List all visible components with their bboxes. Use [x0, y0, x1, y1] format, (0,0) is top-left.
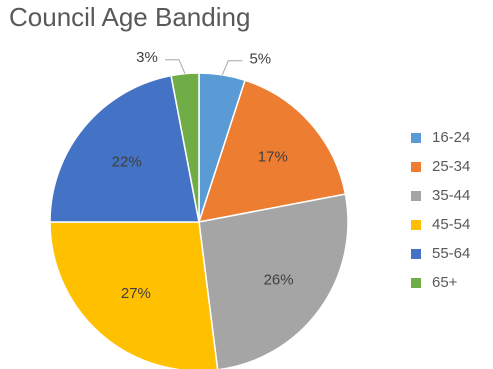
legend-swatch [411, 161, 421, 172]
leader-line-65+ [165, 59, 186, 74]
chart-title: Council Age Banding [9, 2, 251, 32]
legend-swatch [411, 248, 421, 259]
chart-legend: 16-24 25-34 35-44 45-54 55-64 65+ [411, 123, 470, 297]
legend-swatch [411, 190, 421, 201]
data-label-16-24: 5% [249, 50, 271, 67]
legend-swatch [411, 219, 421, 230]
legend-label: 65+ [432, 274, 458, 291]
data-label-25-34: 17% [258, 149, 288, 166]
data-label-35-44: 26% [264, 271, 294, 288]
legend-item-25-34: 25-34 [411, 152, 470, 181]
data-label-65+: 3% [136, 49, 158, 66]
legend-swatch [411, 277, 421, 288]
legend-item-65+: 65+ [411, 268, 470, 297]
legend-item-45-54: 45-54 [411, 210, 470, 239]
legend-label: 55-64 [432, 245, 471, 262]
legend-label: 45-54 [432, 216, 471, 233]
pie-slice-35-44 [198, 193, 349, 369]
data-label-45-54: 27% [121, 285, 151, 302]
pie-slice-45-54 [49, 221, 219, 369]
pie-slice-55-64 [49, 74, 200, 223]
legend-item-35-44: 35-44 [411, 181, 470, 210]
legend-item-16-24: 16-24 [411, 123, 470, 152]
data-label-55-64: 22% [112, 154, 142, 171]
legend-label: 35-44 [432, 187, 471, 204]
legend-label: 16-24 [432, 129, 471, 146]
legend-swatch [411, 132, 421, 143]
leader-line-16-24 [221, 60, 243, 75]
legend-label: 25-34 [432, 158, 471, 175]
legend-item-55-64: 55-64 [411, 239, 470, 268]
pie-slice-25-34 [197, 79, 347, 223]
